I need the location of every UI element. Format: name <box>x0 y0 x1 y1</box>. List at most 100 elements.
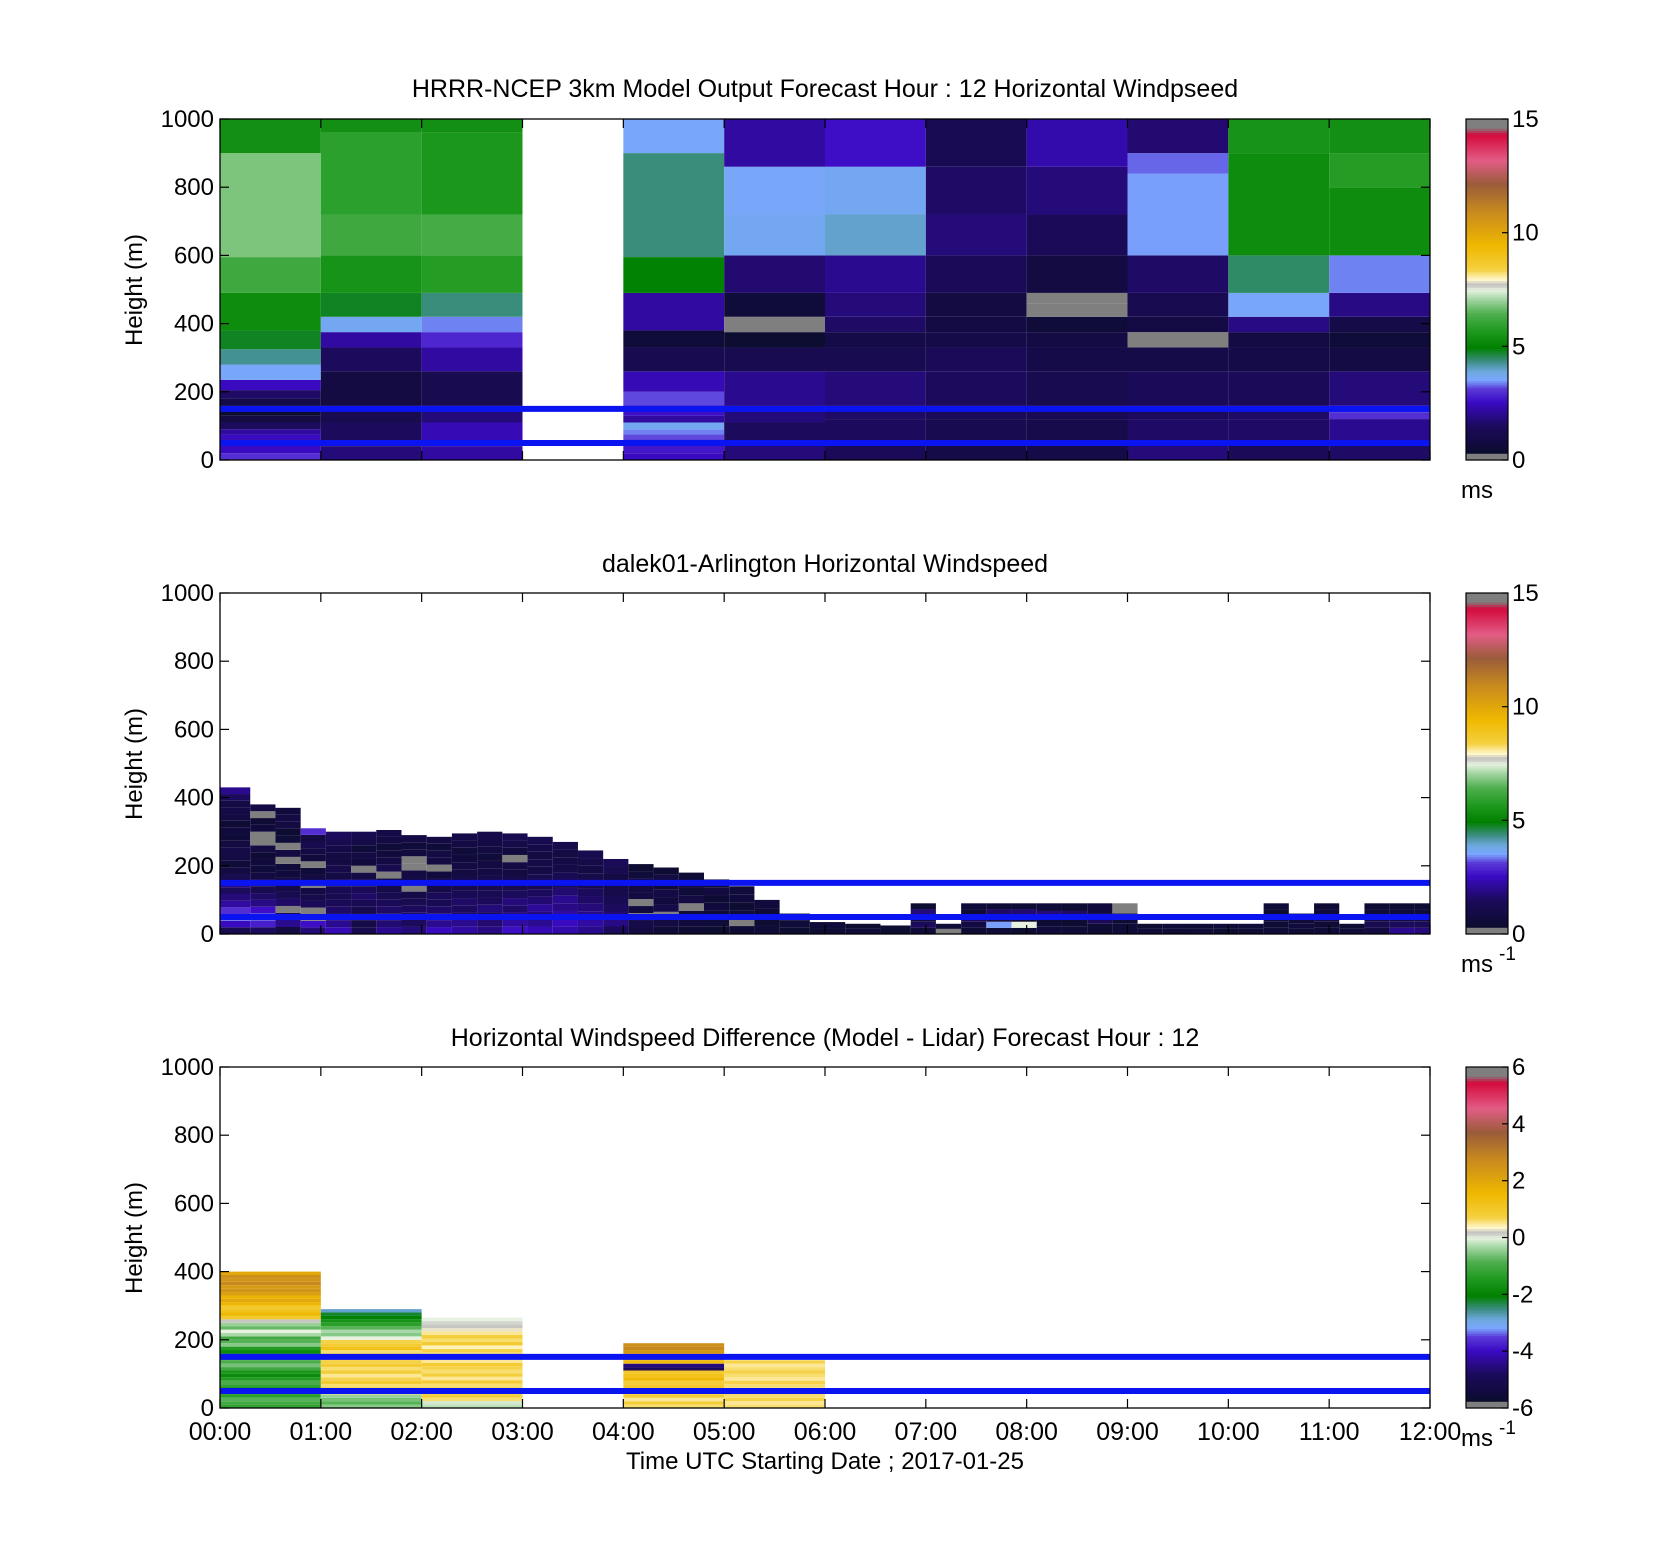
heatmap-cell <box>325 893 352 900</box>
colorbar-swatch <box>1466 346 1508 350</box>
heatmap-cell <box>623 1380 725 1385</box>
colorbar-swatch <box>1466 758 1508 762</box>
colorbar-swatch <box>1466 715 1508 719</box>
colorbar-swatch <box>1466 1255 1508 1259</box>
heatmap-cell <box>779 920 810 928</box>
heatmap-cell <box>678 895 704 904</box>
colorbar-swatch <box>1466 643 1508 646</box>
heatmap-cell <box>325 831 352 839</box>
heatmap-cell <box>220 807 251 815</box>
colorbar-swatch <box>1466 1248 1508 1252</box>
colorbar-swatch <box>1466 736 1508 740</box>
heatmap-cell <box>351 865 377 873</box>
heatmap-cell <box>421 332 523 348</box>
heatmap-cell <box>1329 332 1430 348</box>
colorbar-tick-label: 0 <box>1512 447 1525 474</box>
colorbar-swatch <box>1466 250 1508 254</box>
colorbar-tick-label: 10 <box>1512 694 1539 721</box>
heatmap-cell <box>477 868 503 876</box>
colorbar-swatch <box>1466 661 1508 665</box>
panel-title: Horizontal Windspeed Difference (Model -… <box>451 1024 1199 1052</box>
heatmap-cell <box>628 885 654 893</box>
heatmap-cell <box>220 1302 321 1306</box>
heatmap-cell <box>623 1397 725 1402</box>
heatmap-cell <box>603 888 629 897</box>
colorbar-swatch <box>1466 1267 1508 1270</box>
heatmap-cell <box>1329 419 1430 443</box>
heatmap-cell <box>351 838 377 846</box>
heatmap-cell <box>220 840 251 848</box>
heatmap-cell <box>421 1331 523 1336</box>
colorbar-swatch <box>1466 738 1508 742</box>
colorbar-swatch <box>1466 1087 1508 1091</box>
colorbar-swatch <box>1466 1289 1508 1293</box>
heatmap-cell <box>1314 927 1340 934</box>
colorbar-swatch <box>1466 166 1508 170</box>
heatmap-cell <box>300 874 326 882</box>
colorbar-swatch <box>1466 1312 1508 1316</box>
heatmap-cell <box>300 834 326 842</box>
heatmap-cell <box>527 851 553 860</box>
colorbar-swatch <box>1466 437 1508 441</box>
colorbar-swatch <box>1466 1230 1508 1234</box>
heatmap-cell <box>623 1360 725 1364</box>
colorbar-swatch <box>1466 1387 1508 1391</box>
heatmap-cell <box>451 919 478 927</box>
colorbar-tick-label: -6 <box>1512 1395 1533 1422</box>
colorbar-swatch <box>1466 1253 1508 1257</box>
colorbar-swatch <box>1466 1153 1508 1157</box>
heatmap-cell <box>623 1394 725 1398</box>
heatmap-cell <box>401 919 427 927</box>
colorbar-swatch <box>1466 1214 1508 1218</box>
colorbar-swatch <box>1466 319 1508 322</box>
colorbar-swatch <box>1466 171 1508 175</box>
heatmap-cell <box>527 844 553 852</box>
colorbar-swatch <box>1466 633 1508 637</box>
heatmap-cell <box>351 886 377 894</box>
colorbar-swatch <box>1466 1071 1508 1075</box>
colorbar-swatch <box>1466 1160 1508 1164</box>
heatmap-cell <box>320 1339 422 1344</box>
heatmap-cell <box>477 904 503 913</box>
colorbar-swatch <box>1466 453 1508 457</box>
heatmap-cell <box>250 824 276 832</box>
heatmap-cell <box>477 882 503 891</box>
x-tick-label: 01:00 <box>290 1418 353 1446</box>
heatmap-cell <box>825 292 926 317</box>
colorbar-swatch <box>1466 845 1508 849</box>
heatmap-cell <box>275 870 301 878</box>
y-tick-label: 600 <box>174 716 214 743</box>
colorbar-swatch <box>1466 852 1508 856</box>
heatmap-cell <box>220 867 251 875</box>
colorbar-swatch <box>1466 656 1508 660</box>
colorbar: 0 5 10 15 ms <box>1461 106 1539 504</box>
heatmap-cell <box>1061 903 1088 911</box>
heatmap-cell <box>220 1373 321 1378</box>
heatmap-cell <box>401 905 427 913</box>
colorbar-swatch <box>1466 1382 1508 1386</box>
colorbar-swatch <box>1466 899 1508 903</box>
lidar-windspeed-panel: dalek01-Arlington Horizontal Windspeed H… <box>121 550 1539 978</box>
colorbar-swatch <box>1466 348 1508 352</box>
heatmap-cell <box>421 446 523 460</box>
heatmap-cell <box>1364 909 1390 916</box>
y-tick-label: 800 <box>174 174 214 201</box>
heatmap-cell <box>421 1359 523 1363</box>
colorbar-swatch <box>1466 425 1508 429</box>
heatmap-cell <box>935 928 962 934</box>
heatmap-cell <box>250 893 276 900</box>
colorbar-swatch <box>1466 763 1508 767</box>
y-tick-label: 400 <box>174 311 214 338</box>
colorbar-swatch <box>1466 223 1508 227</box>
heatmap-cell <box>1127 419 1229 443</box>
colorbar-swatch <box>1466 599 1508 603</box>
colorbar-swatch <box>1466 173 1508 177</box>
heatmap-cell <box>925 371 1027 406</box>
panel-title: dalek01-Arlington Horizontal Windspeed <box>602 550 1048 578</box>
heatmap-cell <box>623 1377 725 1381</box>
colorbar-swatch <box>1466 234 1508 238</box>
colorbar-swatch <box>1466 779 1508 783</box>
colorbar-swatch <box>1466 824 1508 828</box>
heatmap-cell <box>1228 442 1330 460</box>
colorbar-swatch <box>1466 1360 1508 1364</box>
